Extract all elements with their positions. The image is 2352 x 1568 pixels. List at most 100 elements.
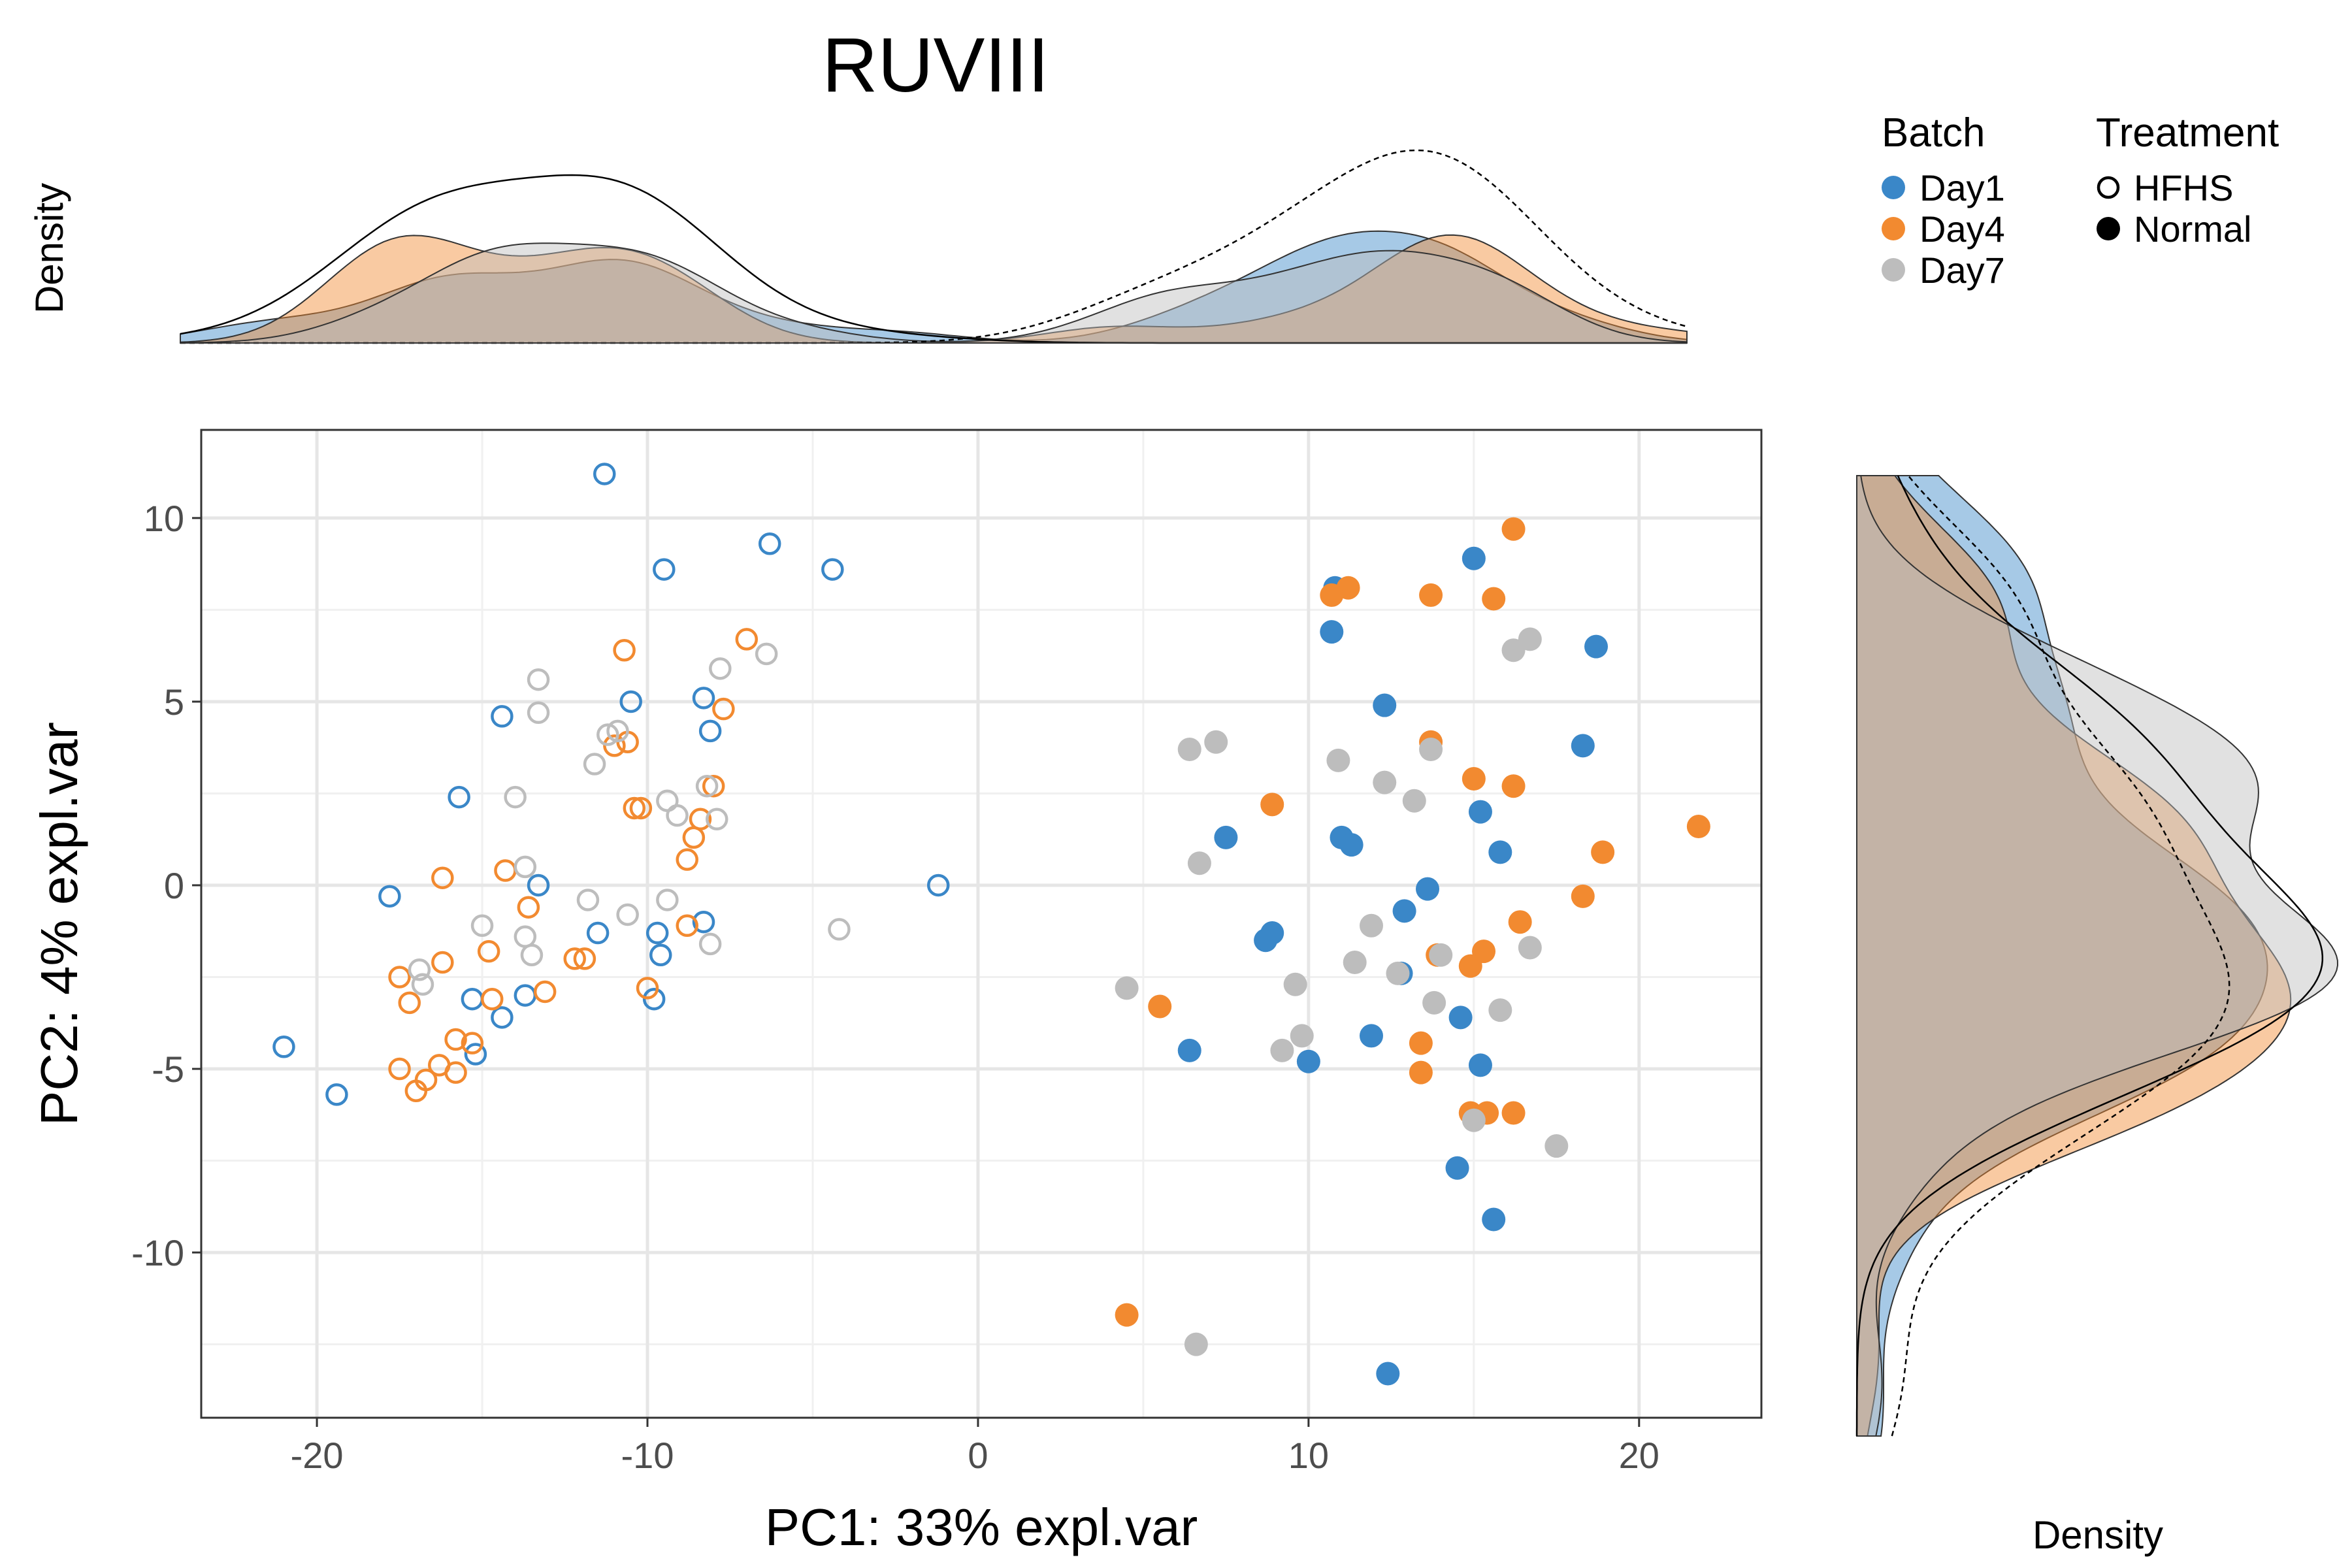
data-point xyxy=(1571,884,1595,908)
data-point xyxy=(1422,990,1446,1015)
data-point xyxy=(576,889,600,911)
data-point xyxy=(926,874,950,897)
data-point xyxy=(533,980,557,1004)
data-point xyxy=(1392,899,1416,923)
data-point xyxy=(325,1083,348,1106)
data-point xyxy=(653,558,676,581)
y-tick-label: -10 xyxy=(131,1232,184,1273)
x-tick-label: 20 xyxy=(1619,1435,1659,1476)
data-point xyxy=(649,943,672,967)
data-point xyxy=(520,943,544,967)
y-axis-ticks: -10 -5 0 5 10 xyxy=(131,498,201,1273)
data-point xyxy=(586,921,610,945)
data-point xyxy=(464,1043,487,1066)
data-point xyxy=(1373,693,1397,717)
top-density-panel xyxy=(180,149,1688,344)
data-point xyxy=(1482,587,1506,611)
data-point xyxy=(1508,910,1532,934)
data-point xyxy=(828,918,851,941)
data-point xyxy=(1283,972,1307,996)
main-points xyxy=(272,463,1710,1386)
data-point xyxy=(461,1032,484,1054)
y-tick-label: 10 xyxy=(144,498,184,539)
data-point xyxy=(477,939,500,963)
data-point xyxy=(596,723,619,746)
right-density-hfhs xyxy=(1855,475,2324,1436)
data-point xyxy=(1290,1024,1314,1048)
data-point xyxy=(1429,943,1453,967)
x-tick-label: 0 xyxy=(968,1435,988,1476)
data-point xyxy=(1571,734,1595,758)
data-point xyxy=(645,921,669,945)
data-point xyxy=(563,947,586,970)
legend-day7-label: Day7 xyxy=(1919,250,2005,291)
data-point xyxy=(606,719,629,743)
data-point xyxy=(1591,840,1615,864)
legend-hfhs-swatch xyxy=(2097,176,2120,199)
data-point xyxy=(682,826,706,849)
x-axis-title: PC1: 33% expl.var xyxy=(765,1498,1198,1556)
data-point xyxy=(404,1079,428,1102)
data-point xyxy=(470,914,494,938)
right-density-label: Density xyxy=(2033,1513,2163,1557)
data-point xyxy=(1360,913,1383,938)
data-point xyxy=(1320,620,1344,644)
legend-day4-label: Day4 xyxy=(1919,208,2005,250)
data-point xyxy=(1518,936,1542,960)
data-point xyxy=(398,991,421,1015)
data-point xyxy=(1214,825,1238,849)
data-point xyxy=(593,463,616,485)
legend-treatment-title: Treatment xyxy=(2096,110,2279,155)
data-point xyxy=(527,701,550,725)
data-point xyxy=(431,866,454,889)
data-point xyxy=(1488,840,1512,864)
data-point xyxy=(676,914,698,938)
data-point xyxy=(1416,877,1440,901)
legend: Batch Treatment Day1 Day4 Day7 HFHS Norm… xyxy=(1882,110,2279,291)
data-point xyxy=(1320,583,1344,607)
chart-title: RUVIII xyxy=(822,22,1049,108)
data-point xyxy=(1584,634,1609,659)
data-point xyxy=(642,987,666,1011)
data-point xyxy=(712,697,735,721)
data-point xyxy=(378,885,401,908)
data-point xyxy=(1360,1024,1383,1048)
data-point xyxy=(758,532,781,555)
y-tick-label: -5 xyxy=(152,1049,184,1090)
data-point xyxy=(1445,1156,1469,1180)
data-point xyxy=(491,1006,514,1029)
data-point xyxy=(408,958,431,981)
data-point xyxy=(735,628,759,651)
data-point xyxy=(1458,954,1482,978)
data-point xyxy=(1386,961,1410,985)
legend-day7-swatch xyxy=(1882,258,1905,282)
data-point xyxy=(1462,1108,1486,1132)
data-point xyxy=(431,951,454,974)
data-point xyxy=(388,1057,411,1081)
data-point xyxy=(706,808,728,831)
data-point xyxy=(1402,789,1426,813)
data-point xyxy=(695,774,719,798)
data-point xyxy=(603,734,626,757)
data-point xyxy=(491,705,514,728)
data-point xyxy=(1115,976,1139,1000)
data-point xyxy=(1501,774,1526,798)
top-density-day1 xyxy=(180,230,1688,344)
data-point xyxy=(1501,517,1526,541)
data-point xyxy=(629,796,653,820)
x-axis-ticks: -20 -10 0 10 20 xyxy=(291,1418,1659,1476)
x-tick-label: 10 xyxy=(1288,1435,1329,1476)
data-point xyxy=(504,785,527,809)
data-point xyxy=(444,1028,467,1051)
data-point xyxy=(666,804,689,827)
data-point xyxy=(1270,1038,1294,1062)
data-point xyxy=(616,903,639,926)
data-point xyxy=(1296,1049,1320,1073)
right-density-day4 xyxy=(1856,475,2292,1437)
data-point xyxy=(1409,1060,1433,1085)
data-point xyxy=(1462,766,1486,791)
data-point xyxy=(755,642,778,666)
data-point xyxy=(1544,1134,1569,1158)
data-point xyxy=(1115,1303,1139,1327)
